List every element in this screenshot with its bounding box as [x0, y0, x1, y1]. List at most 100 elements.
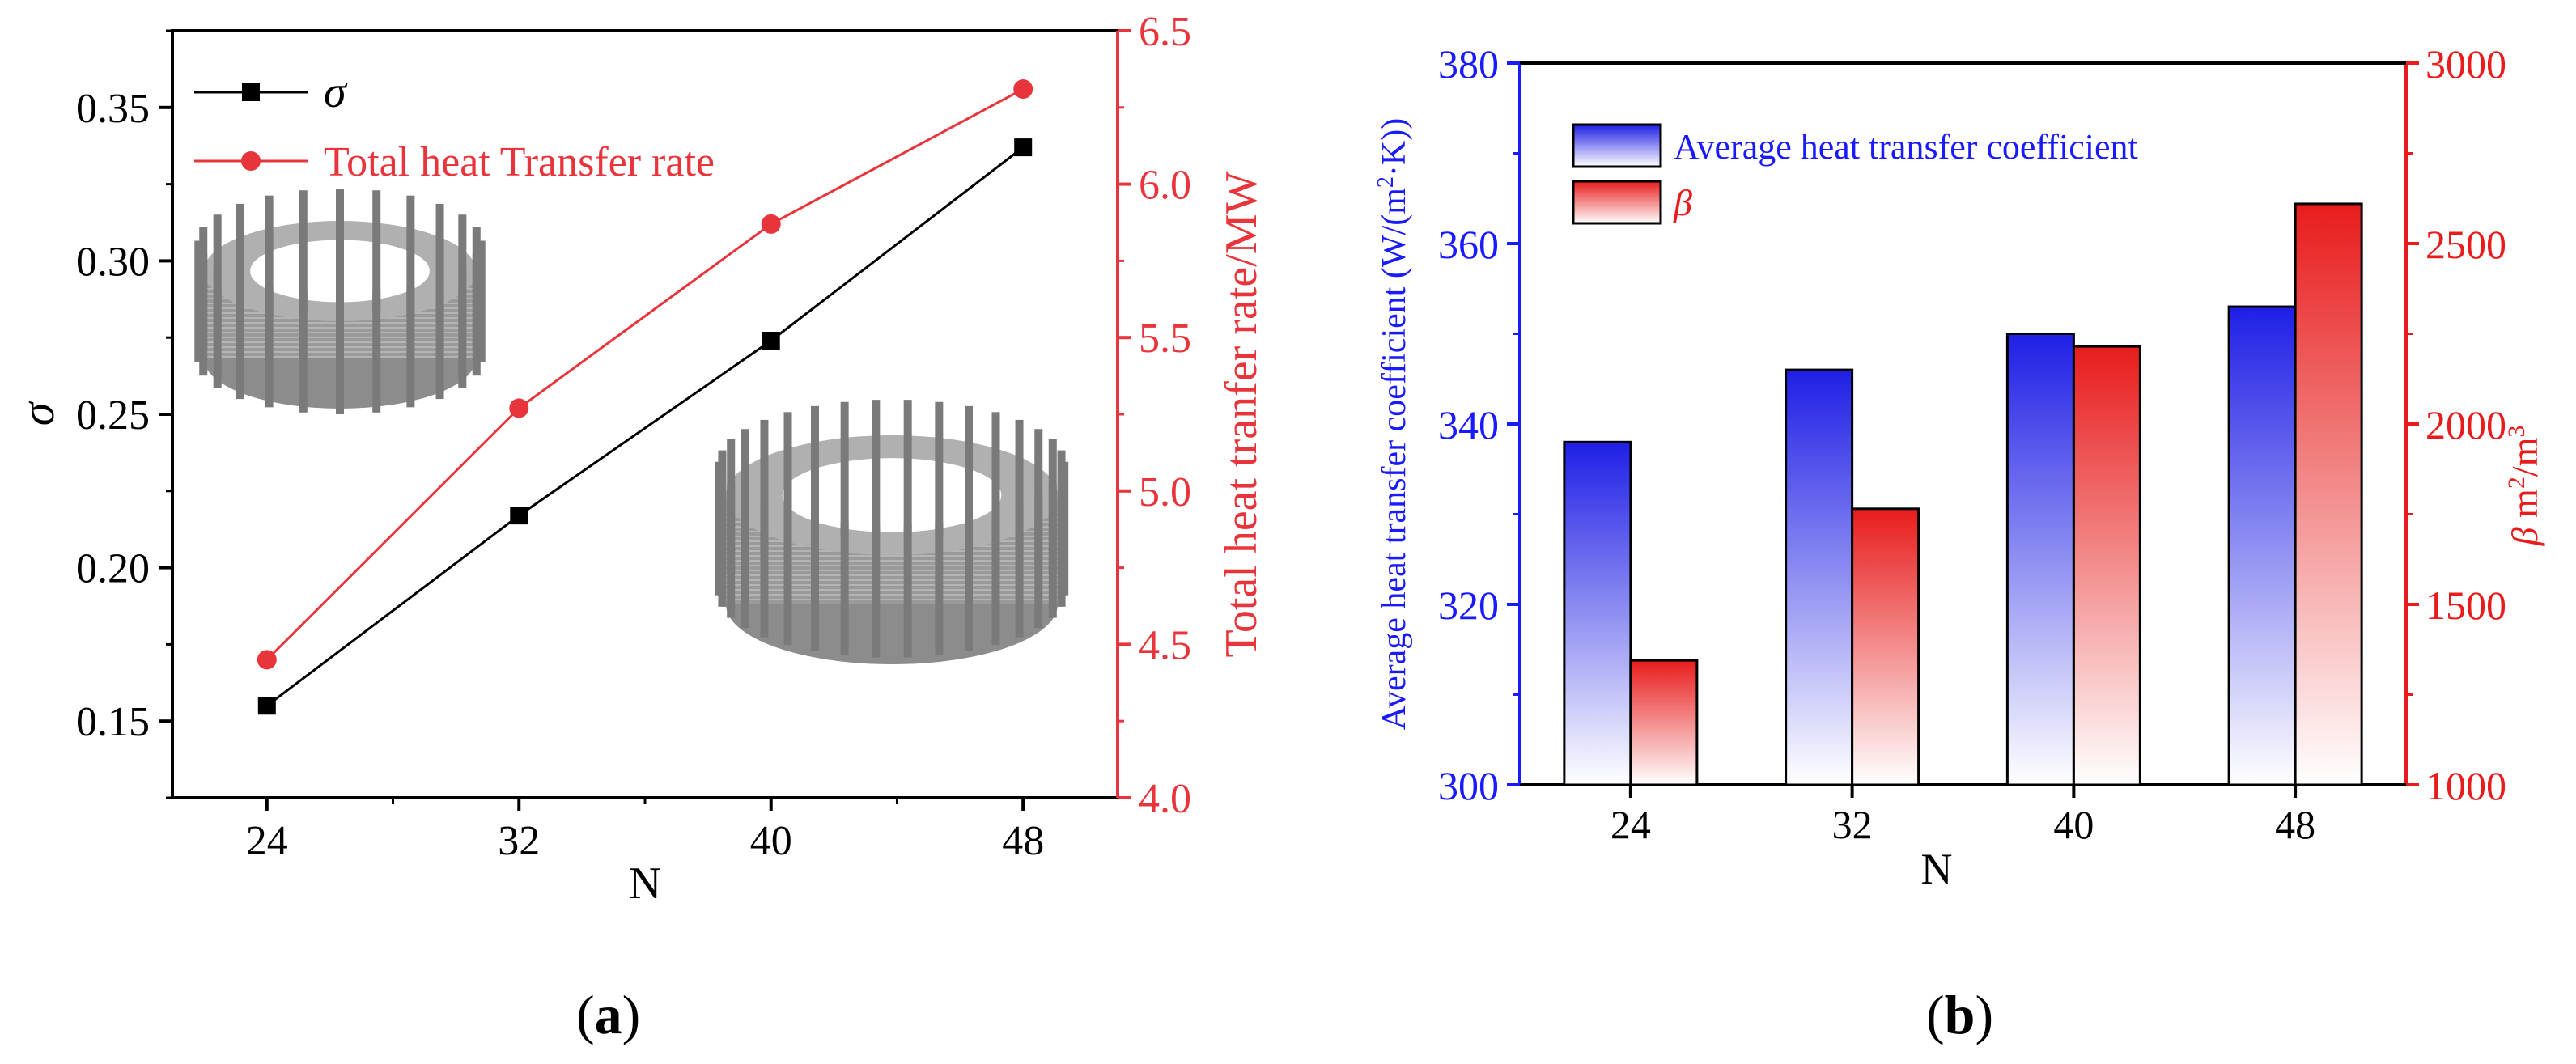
ring-post [965, 517, 974, 651]
x-tick-label-b: 32 [1832, 802, 1873, 847]
heat-rate-point [257, 650, 277, 670]
y2-tick-label-a: 6.0 [1139, 163, 1191, 209]
y-tick-label-b: 340 [1438, 402, 1499, 447]
ring-post [336, 189, 344, 311]
panel-a-caption: (a) [576, 984, 641, 1045]
ring-post [299, 190, 308, 312]
ring-post [935, 521, 944, 655]
ring-post [406, 286, 415, 408]
ring-post [435, 278, 444, 400]
chart-a: 0.150.200.250.300.35 4.04.55.05.56.06.5 … [11, 9, 1267, 909]
ring-post [903, 400, 912, 534]
x-axis-b: 24 32 40 48 [1611, 785, 2315, 847]
htc-bar [1785, 368, 1854, 786]
ring-post [872, 400, 881, 534]
y-axis-right-a: 4.0 4.5 5.0 5.5 6.0 6.5 [1118, 9, 1191, 822]
y2-tick-label-a: 4.5 [1139, 622, 1191, 668]
y2-axis-label-a: Total heat tranfer rate/MW [1216, 171, 1267, 657]
ring-post [760, 503, 769, 638]
legend-heat-rate-label: Total heat Transfer rate [324, 139, 715, 185]
y2-tick-label-b: 1000 [2425, 763, 2506, 808]
ring-post [194, 240, 203, 362]
ring-post [840, 521, 849, 655]
ring-post [199, 227, 208, 349]
y-tick-label-b: 380 [1438, 41, 1499, 87]
ring-post [810, 517, 819, 651]
legend-b: Average heat transfer coefficient β [1572, 123, 2138, 225]
legend-a: σ Total heat Transfer rate [194, 67, 715, 185]
y2-tick-label-b: 2500 [2425, 222, 2506, 267]
ring-post [760, 419, 769, 553]
y-axis-label-a: σ [11, 401, 64, 426]
ring-post [477, 240, 486, 362]
ring-post [458, 214, 467, 337]
ring-post [1034, 429, 1043, 563]
beta-bar [1629, 659, 1699, 786]
ring-post [718, 450, 727, 584]
x-axis-a: 24 32 40 48 [246, 798, 1044, 864]
beta-bar [1851, 507, 1920, 786]
y-tick-label-b: 320 [1438, 583, 1499, 628]
y2-tick-label-b: 3000 [2425, 41, 2506, 87]
legend-htc-swatch [1572, 123, 1662, 168]
sigma-point [1014, 138, 1033, 157]
ring-post [991, 412, 1000, 546]
ring-post [991, 511, 1000, 646]
y2-tick-label-a: 6.5 [1139, 9, 1191, 55]
y-tick-label-a: 0.30 [76, 239, 150, 285]
ring-post [1015, 419, 1024, 553]
chart-b: 300 320 340 360 380 1000 1500 2000 2500 3000 24 3… [1373, 41, 2546, 893]
heat-rate-point [509, 398, 529, 418]
y-tick-label-a: 0.15 [76, 699, 150, 745]
ring-post [236, 278, 244, 400]
y-tick-label-a: 0.25 [76, 392, 150, 439]
ring-post [265, 195, 274, 317]
y2-tick-label-a: 4.0 [1139, 776, 1191, 822]
beta-bar [2294, 202, 2363, 786]
heat-rate-line [265, 87, 1024, 661]
ring-post [372, 290, 381, 413]
x-axis-label-a: N [629, 858, 661, 909]
ring-post [372, 190, 381, 312]
ring-post [872, 524, 881, 658]
bars-layer-b [1563, 202, 2363, 786]
sigma-point [762, 331, 780, 350]
y2-tick-label-b: 1500 [2425, 583, 2506, 628]
x-axis-label-b: N [1921, 845, 1953, 893]
ring-post [935, 401, 944, 536]
ring-post [299, 290, 308, 413]
ring-hole [782, 458, 1002, 532]
legend-sigma-label: σ [324, 67, 348, 117]
ring-post [1015, 503, 1024, 638]
ring-post [1048, 439, 1057, 573]
y2-tick-label-a: 5.5 [1139, 316, 1191, 362]
x-tick-label-a: 48 [1002, 818, 1044, 864]
htc-bar [1563, 440, 1632, 786]
y-tick-label-a: 0.35 [76, 86, 150, 132]
sigma-point [510, 507, 528, 525]
x-tick-label-a: 24 [246, 818, 288, 864]
ring-post [965, 405, 974, 540]
htc-bar [2227, 305, 2297, 786]
x-tick-label-a: 40 [750, 818, 792, 864]
ring-post [741, 429, 749, 563]
legend-heat-rate-marker [241, 151, 261, 171]
legend-htc-label: Average heat transfer coefficient [1674, 127, 2138, 167]
y-tick-label-a: 0.20 [76, 546, 150, 592]
coil-24-pillar-ring-image [194, 189, 486, 414]
coil-48-pillar-ring-image [715, 400, 1069, 664]
heat-rate-point [1013, 79, 1033, 100]
ring-post [783, 511, 792, 646]
legend-beta-swatch [1572, 180, 1662, 225]
y-axis-label-b: Average heat transfer coefficient (W/(m2… [1373, 118, 1414, 730]
htc-bar [2005, 333, 2075, 786]
legend-beta-label: β [1673, 182, 1692, 223]
x-tick-label-b: 48 [2275, 802, 2315, 847]
series-layer-a [257, 79, 1033, 715]
beta-bar [2072, 345, 2141, 786]
y2-axis-label-b: β m2/m3 [2503, 426, 2546, 547]
y2-tick-label-a: 5.0 [1139, 469, 1191, 515]
ring-post [810, 405, 819, 540]
ring-post [840, 401, 849, 536]
